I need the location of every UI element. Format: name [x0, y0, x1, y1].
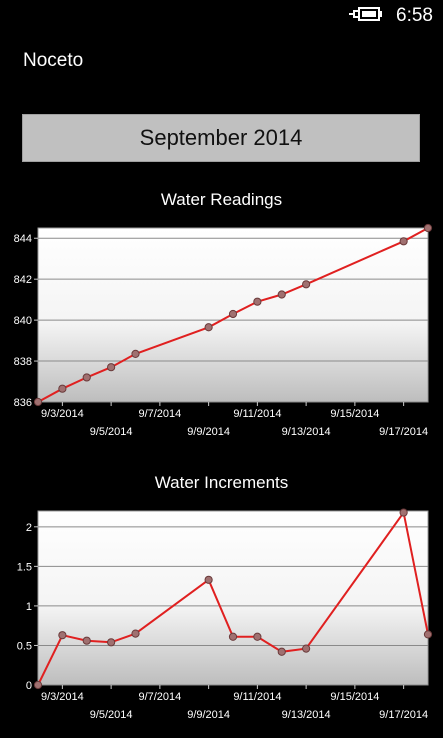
readings-data-point [302, 280, 311, 289]
readings-data-point [228, 309, 238, 319]
readings-data-point [82, 373, 91, 382]
readings-y-tick-label: 844 [14, 233, 32, 245]
chart-title-readings: Water Readings [160, 190, 283, 209]
readings-data-point [131, 349, 140, 358]
readings-x-tick-label: 9/15/2014 [330, 408, 379, 420]
increments-data-point [423, 630, 433, 639]
battery-charging-icon [349, 7, 382, 21]
water-increments-chart: 0 0.5 1 1.5 2 9/3/2014 9/5/2014 9/7/2014 9/9/201… [17, 508, 433, 721]
increments-data-point [399, 508, 408, 517]
increments-data-point [58, 631, 67, 640]
increments-y-tick-label: 2 [26, 522, 32, 534]
readings-y-tick-label: 840 [14, 315, 32, 327]
readings-data-point [423, 223, 433, 233]
readings-y-tick-label: 842 [14, 274, 32, 286]
increments-x-tick-label: 9/17/2014 [379, 709, 428, 721]
chart-title-increments: Water Increments [154, 473, 289, 492]
increments-x-tick-label: 9/9/2014 [187, 709, 230, 721]
increments-y-tick-label: 0 [26, 680, 32, 692]
readings-y-tick-label: 838 [14, 356, 32, 368]
increments-y-tick-label: 1 [26, 601, 32, 613]
readings-x-tick-label: 9/3/2014 [41, 408, 84, 420]
readings-data-point [204, 323, 213, 332]
month-selector-button[interactable]: September 2014 [22, 114, 420, 162]
increments-y-tick-label: 1.5 [17, 561, 32, 573]
clock: 6:58 [396, 5, 433, 26]
increments-series-line [37, 510, 429, 686]
increments-x-tick-label: 9/3/2014 [41, 691, 84, 703]
increments-x-tick-label: 9/5/2014 [90, 709, 133, 721]
readings-plot-area [37, 227, 429, 403]
increments-data-point [277, 647, 286, 656]
increments-data-point [33, 680, 43, 690]
readings-series-line [37, 227, 429, 403]
increments-data-point [107, 638, 116, 647]
increments-data-point [82, 636, 91, 645]
increments-plot-area [37, 510, 429, 686]
increments-data-point [302, 644, 311, 653]
readings-y-tick-label: 836 [14, 397, 32, 409]
readings-x-tick-label: 9/7/2014 [138, 408, 181, 420]
app-title: Noceto [23, 50, 84, 71]
increments-x-tick-label: 9/7/2014 [138, 691, 181, 703]
readings-data-point [253, 297, 262, 306]
readings-data-point [33, 397, 43, 407]
readings-data-point [58, 384, 67, 393]
increments-data-point [228, 632, 238, 641]
readings-data-point [399, 237, 408, 246]
status-bar: 6:58 [0, 0, 443, 32]
readings-data-point [277, 290, 286, 299]
water-readings-chart: 836 838 840 842 844 9/3/2014 9/5/2014 9/7/2014 9… [14, 223, 433, 438]
increments-x-tick-label: 9/15/2014 [330, 691, 379, 703]
readings-x-tick-label: 9/17/2014 [379, 426, 428, 438]
increments-x-tick-label: 9/13/2014 [282, 709, 331, 721]
readings-x-tick-label: 9/11/2014 [233, 408, 281, 420]
increments-y-tick-label: 0.5 [17, 640, 32, 652]
readings-x-tick-label: 9/9/2014 [187, 426, 230, 438]
increments-data-point [253, 632, 262, 641]
increments-data-point [131, 629, 140, 638]
readings-x-tick-label: 9/5/2014 [90, 426, 133, 438]
increments-x-tick-label: 9/11/2014 [233, 691, 281, 703]
readings-x-tick-label: 9/13/2014 [282, 426, 331, 438]
readings-data-point [107, 363, 116, 372]
increments-data-point [204, 575, 213, 584]
